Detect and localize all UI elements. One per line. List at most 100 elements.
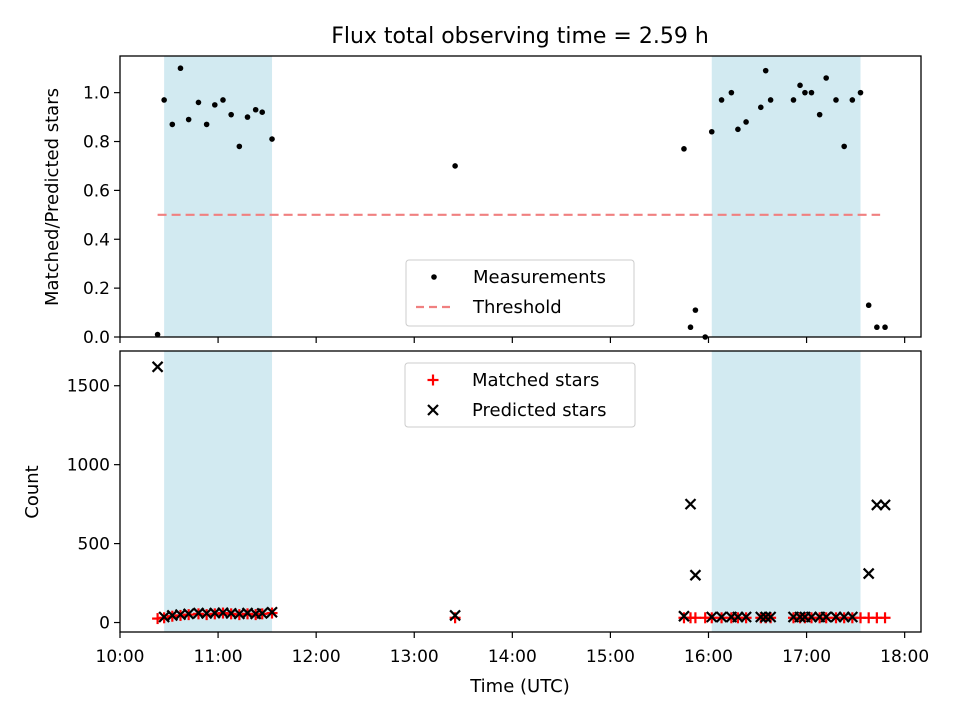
x-tick-label: 14:00 <box>488 647 537 667</box>
point-dot-3 <box>177 65 184 72</box>
point-dot-16 <box>681 146 687 152</box>
point-x-20 <box>715 611 728 623</box>
axes-frame <box>119 350 922 633</box>
legend-marker-x <box>427 404 439 416</box>
point-dot-36 <box>849 97 856 103</box>
point-dot-1 <box>161 97 167 103</box>
point-x-36 <box>862 567 875 580</box>
point-dot-29 <box>797 82 803 89</box>
point-dot-31 <box>808 89 815 96</box>
top-panel: 0.0 0.2 0.4 0.6 0.8 1.0 Measurements Threshold <box>83 55 922 348</box>
x-tick-label: 11:00 <box>194 647 243 667</box>
legend-marker-plus <box>427 374 439 386</box>
y-tick-label: 0 <box>99 614 110 634</box>
legend-label: Threshold <box>472 297 562 318</box>
point-x-25 <box>759 611 772 623</box>
point-dot-11 <box>244 114 251 120</box>
point-dot-21 <box>718 97 725 103</box>
y-tick-label: 0.2 <box>83 279 110 299</box>
point-dot-4 <box>185 116 192 123</box>
bottom-y-axis-label: Count <box>22 465 43 518</box>
point-x-23 <box>740 611 752 623</box>
point-x-14 <box>266 606 278 619</box>
point-dot-35 <box>841 143 847 150</box>
y-tick-label: 0.4 <box>83 230 110 250</box>
point-dot-28 <box>790 97 797 103</box>
legend-marker-dot <box>431 274 437 280</box>
point-dot-5 <box>195 99 202 106</box>
point-dot-7 <box>212 102 218 108</box>
point-dot-22 <box>728 89 735 96</box>
top-y-axis-label: Matched/Predicted stars <box>42 88 63 306</box>
point-dot-15 <box>452 163 458 169</box>
point-x-15 <box>449 609 461 622</box>
point-x-16 <box>678 610 690 622</box>
point-dot-25 <box>758 104 764 111</box>
chart-title: Flux total observing time = 2.59 h <box>331 24 709 49</box>
axes-frame <box>119 55 922 338</box>
point-x-13 <box>256 607 268 620</box>
point-dot-30 <box>802 89 808 96</box>
legend-label: Predicted stars <box>472 400 606 421</box>
legend-box <box>405 259 635 327</box>
point-plus-40 <box>879 612 891 624</box>
point-x-0 <box>151 361 164 373</box>
x-tick-label: 16:00 <box>684 647 733 667</box>
point-dot-32 <box>816 111 823 118</box>
x-tick-label: 17:00 <box>782 647 831 667</box>
legend: Matched stars Predicted stars <box>404 362 636 428</box>
point-dot-12 <box>252 106 259 113</box>
point-dot-40 <box>882 324 888 331</box>
legend: Measurements Threshold <box>405 259 635 327</box>
point-dot-0 <box>154 331 161 338</box>
point-dot-38 <box>865 302 872 309</box>
point-dot-27 <box>767 97 774 103</box>
y-tick-label: 500 <box>78 535 110 555</box>
point-dot-26 <box>762 67 769 74</box>
point-x-24 <box>755 611 767 623</box>
point-dot-24 <box>743 119 749 125</box>
point-x-38 <box>879 499 891 511</box>
point-x-26 <box>764 611 777 623</box>
point-dot-34 <box>833 97 839 103</box>
y-tick-label: 0.8 <box>83 133 110 153</box>
legend-box <box>404 362 636 428</box>
point-dot-8 <box>220 97 226 103</box>
point-x-4 <box>182 608 195 620</box>
point-dot-33 <box>823 75 829 81</box>
point-dot-23 <box>735 126 741 133</box>
point-dot-14 <box>269 136 275 142</box>
point-x-17 <box>684 498 697 510</box>
x-axis-label: Time (UTC) <box>469 676 570 697</box>
point-dot-9 <box>228 111 234 118</box>
point-dot-18 <box>692 307 699 313</box>
point-dot-37 <box>857 89 864 96</box>
x-tick-label: 12:00 <box>292 647 341 667</box>
point-x-35 <box>846 611 859 623</box>
point-dot-6 <box>203 121 210 128</box>
x-tick-label: 18:00 <box>880 647 929 667</box>
point-x-28 <box>794 611 806 623</box>
point-dot-39 <box>874 324 880 331</box>
legend-label: Matched stars <box>472 370 599 391</box>
y-tick-label: 1500 <box>67 377 110 397</box>
shaded-interval-1 <box>711 56 861 337</box>
y-tick-label: 0.6 <box>83 181 110 201</box>
shaded-interval-0 <box>164 56 273 337</box>
point-x-32 <box>820 611 832 623</box>
shaded-interval-0 <box>164 351 273 632</box>
x-tick-label: 13:00 <box>390 647 439 667</box>
x-tick-label: 15:00 <box>586 647 635 667</box>
point-dot-10 <box>236 143 243 150</box>
point-dot-13 <box>259 109 266 115</box>
shaded-interval-1 <box>711 351 861 632</box>
point-x-18 <box>689 569 702 581</box>
y-tick-label: 1.0 <box>83 84 110 104</box>
point-dot-17 <box>687 324 694 331</box>
legend-label: Measurements <box>473 267 606 288</box>
x-tick-label: 10:00 <box>96 647 145 667</box>
y-tick-label: 0.0 <box>83 328 110 348</box>
point-dot-20 <box>708 128 715 135</box>
point-plus-18 <box>689 612 701 624</box>
